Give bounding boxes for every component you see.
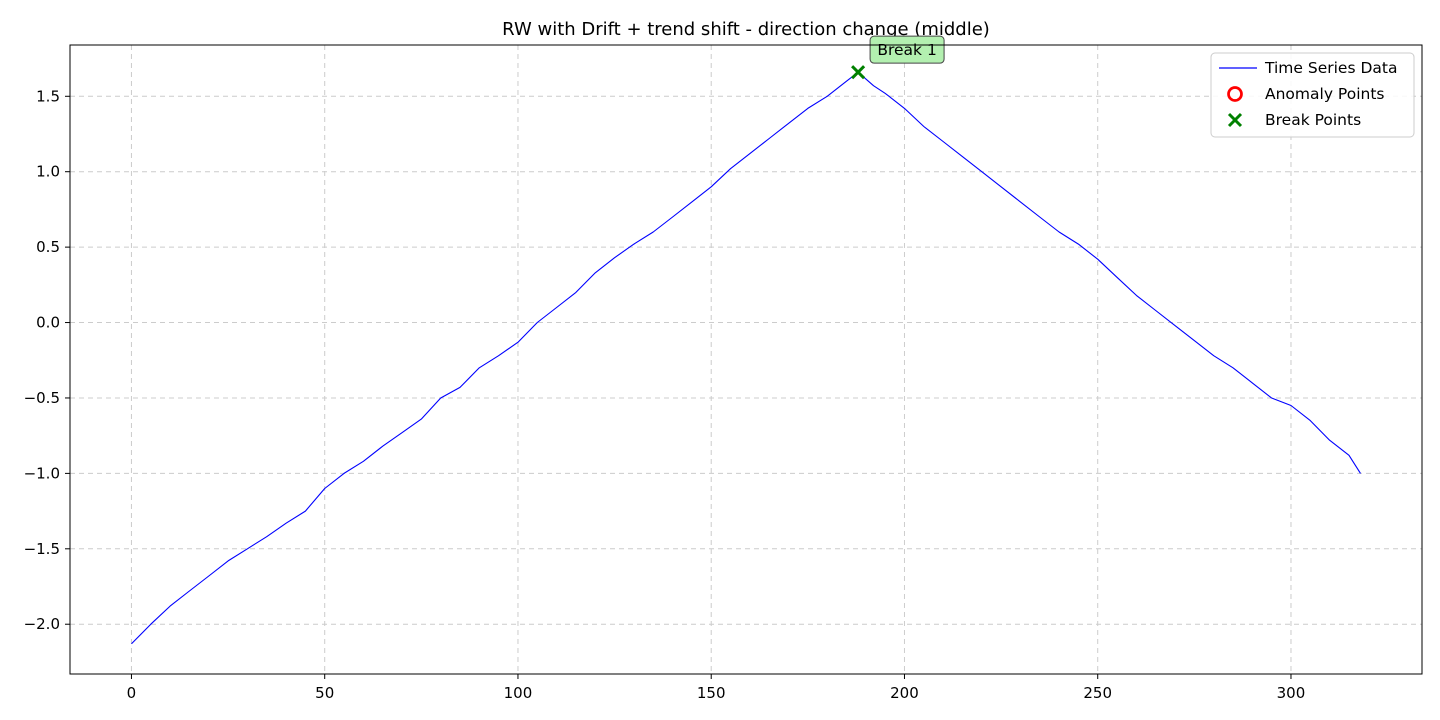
- legend-label-break: Break Points: [1265, 111, 1361, 129]
- y-tick-label: −0.5: [24, 389, 60, 407]
- legend-label-anomaly: Anomaly Points: [1265, 85, 1384, 103]
- x-tick-label: 50: [315, 684, 334, 702]
- legend-label-series: Time Series Data: [1264, 59, 1397, 77]
- break-label: Break 1: [877, 41, 936, 59]
- y-tick-label: −1.0: [24, 464, 60, 482]
- legend-break-swatch: [1227, 112, 1243, 128]
- chart-title: RW with Drift + trend shift - direction …: [502, 19, 990, 40]
- legend-anomaly-swatch: [1227, 86, 1243, 102]
- legend-box: [1210, 52, 1415, 138]
- plot-frame: [69, 44, 1423, 675]
- y-tick-label: −1.5: [24, 540, 60, 558]
- x-tick-label: 300: [1277, 684, 1306, 702]
- y-tick-label: 1.0: [36, 163, 60, 181]
- break-label-box: [869, 35, 945, 64]
- x-tick-label: 100: [504, 684, 533, 702]
- y-tick-label: 0.5: [36, 238, 60, 256]
- y-tick-label: −2.0: [24, 615, 60, 633]
- x-tick-label: 0: [127, 684, 137, 702]
- x-tick-label: 150: [697, 684, 726, 702]
- series-line: [131, 71, 1361, 645]
- y-tick-label: 0.0: [36, 314, 60, 332]
- break-point-marker: [851, 65, 866, 80]
- x-tick-label: 200: [890, 684, 919, 702]
- y-tick-label: 1.5: [36, 87, 60, 105]
- x-tick-label: 250: [1083, 684, 1112, 702]
